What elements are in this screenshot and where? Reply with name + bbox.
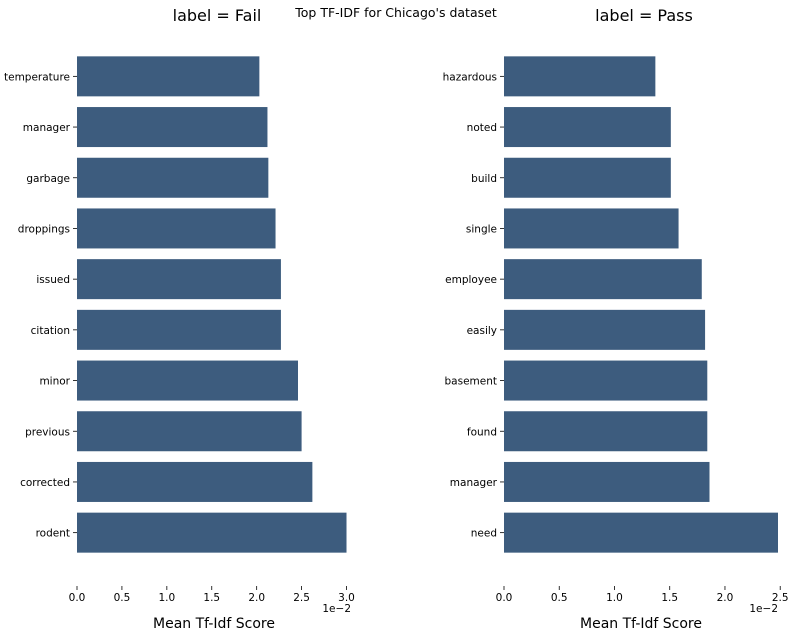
ytick-label-need: need bbox=[471, 528, 497, 540]
ytick-label-employee: employee bbox=[445, 274, 497, 286]
xtick-label: 0.5 bbox=[551, 592, 568, 604]
ytick-label-issued: issued bbox=[36, 274, 70, 286]
bar-fail-corrected bbox=[77, 461, 313, 502]
ytick-label-previous: previous bbox=[25, 426, 70, 438]
bar-fail-issued bbox=[77, 259, 281, 300]
ytick-label-hazardous: hazardous bbox=[443, 71, 497, 83]
x-scale-offset: 1e−2 bbox=[749, 603, 778, 615]
ytick-label-found: found bbox=[467, 426, 497, 438]
x-axis-label: Mean Tf-Idf Score bbox=[153, 616, 275, 632]
ytick-label-basement: basement bbox=[445, 376, 498, 388]
xtick-label: 0.5 bbox=[114, 592, 131, 604]
ytick-label-citation: citation bbox=[31, 325, 70, 337]
bar-pass-single bbox=[504, 208, 679, 249]
xtick-label: 1.5 bbox=[661, 592, 678, 604]
panel-title-fail: label = Fail bbox=[173, 6, 262, 25]
ytick-label-manager: manager bbox=[450, 477, 498, 489]
bar-pass-employee bbox=[504, 259, 702, 300]
x-axis-label: Mean Tf-Idf Score bbox=[580, 616, 702, 632]
xtick-label: 1.0 bbox=[158, 592, 175, 604]
xtick-label: 1.5 bbox=[203, 592, 220, 604]
bar-fail-garbage bbox=[77, 157, 269, 198]
xtick-label: 2.5 bbox=[772, 592, 789, 604]
bar-pass-easily bbox=[504, 309, 706, 350]
ytick-label-single: single bbox=[466, 223, 497, 235]
xtick-label: 1.0 bbox=[606, 592, 623, 604]
bar-fail-citation bbox=[77, 309, 281, 350]
bar-fail-manager bbox=[77, 107, 268, 148]
bar-fail-temperature bbox=[77, 56, 260, 97]
bar-pass-noted bbox=[504, 107, 671, 148]
ytick-label-rodent: rodent bbox=[36, 528, 70, 540]
bar-fail-minor bbox=[77, 360, 298, 401]
ytick-label-temperature: temperature bbox=[4, 71, 70, 83]
bar-fail-rodent bbox=[77, 512, 347, 553]
x-scale-offset: 1e−2 bbox=[322, 603, 351, 615]
ytick-label-build: build bbox=[471, 173, 497, 185]
xtick-label: 3.0 bbox=[338, 592, 355, 604]
xtick-label: 2.0 bbox=[248, 592, 265, 604]
ytick-label-droppings: droppings bbox=[18, 223, 70, 235]
ytick-label-corrected: corrected bbox=[20, 477, 70, 489]
bar-pass-need bbox=[504, 512, 778, 553]
xtick-label: 0.0 bbox=[496, 592, 513, 604]
bar-fail-previous bbox=[77, 411, 302, 452]
bar-fail-droppings bbox=[77, 208, 276, 249]
panel-fail: label = Fail temperature manager garbage dro… bbox=[4, 6, 355, 632]
panel-pass: label = Pass hazardous noted build single emp… bbox=[443, 6, 789, 632]
ytick-label-manager: manager bbox=[23, 122, 71, 134]
xtick-label: 2.0 bbox=[717, 592, 734, 604]
bar-pass-found bbox=[504, 411, 708, 452]
ytick-label-garbage: garbage bbox=[26, 173, 70, 185]
bar-pass-hazardous bbox=[504, 56, 656, 97]
ytick-label-easily: easily bbox=[467, 325, 497, 337]
ytick-label-noted: noted bbox=[467, 122, 497, 134]
panel-title-pass: label = Pass bbox=[595, 6, 693, 25]
bar-pass-manager bbox=[504, 461, 710, 502]
xtick-label: 0.0 bbox=[69, 592, 86, 604]
figure-title: Top TF-IDF for Chicago's dataset bbox=[295, 5, 497, 20]
bar-pass-basement bbox=[504, 360, 708, 401]
xtick-label: 2.5 bbox=[293, 592, 310, 604]
ytick-label-minor: minor bbox=[39, 376, 70, 388]
bar-pass-build bbox=[504, 157, 671, 198]
